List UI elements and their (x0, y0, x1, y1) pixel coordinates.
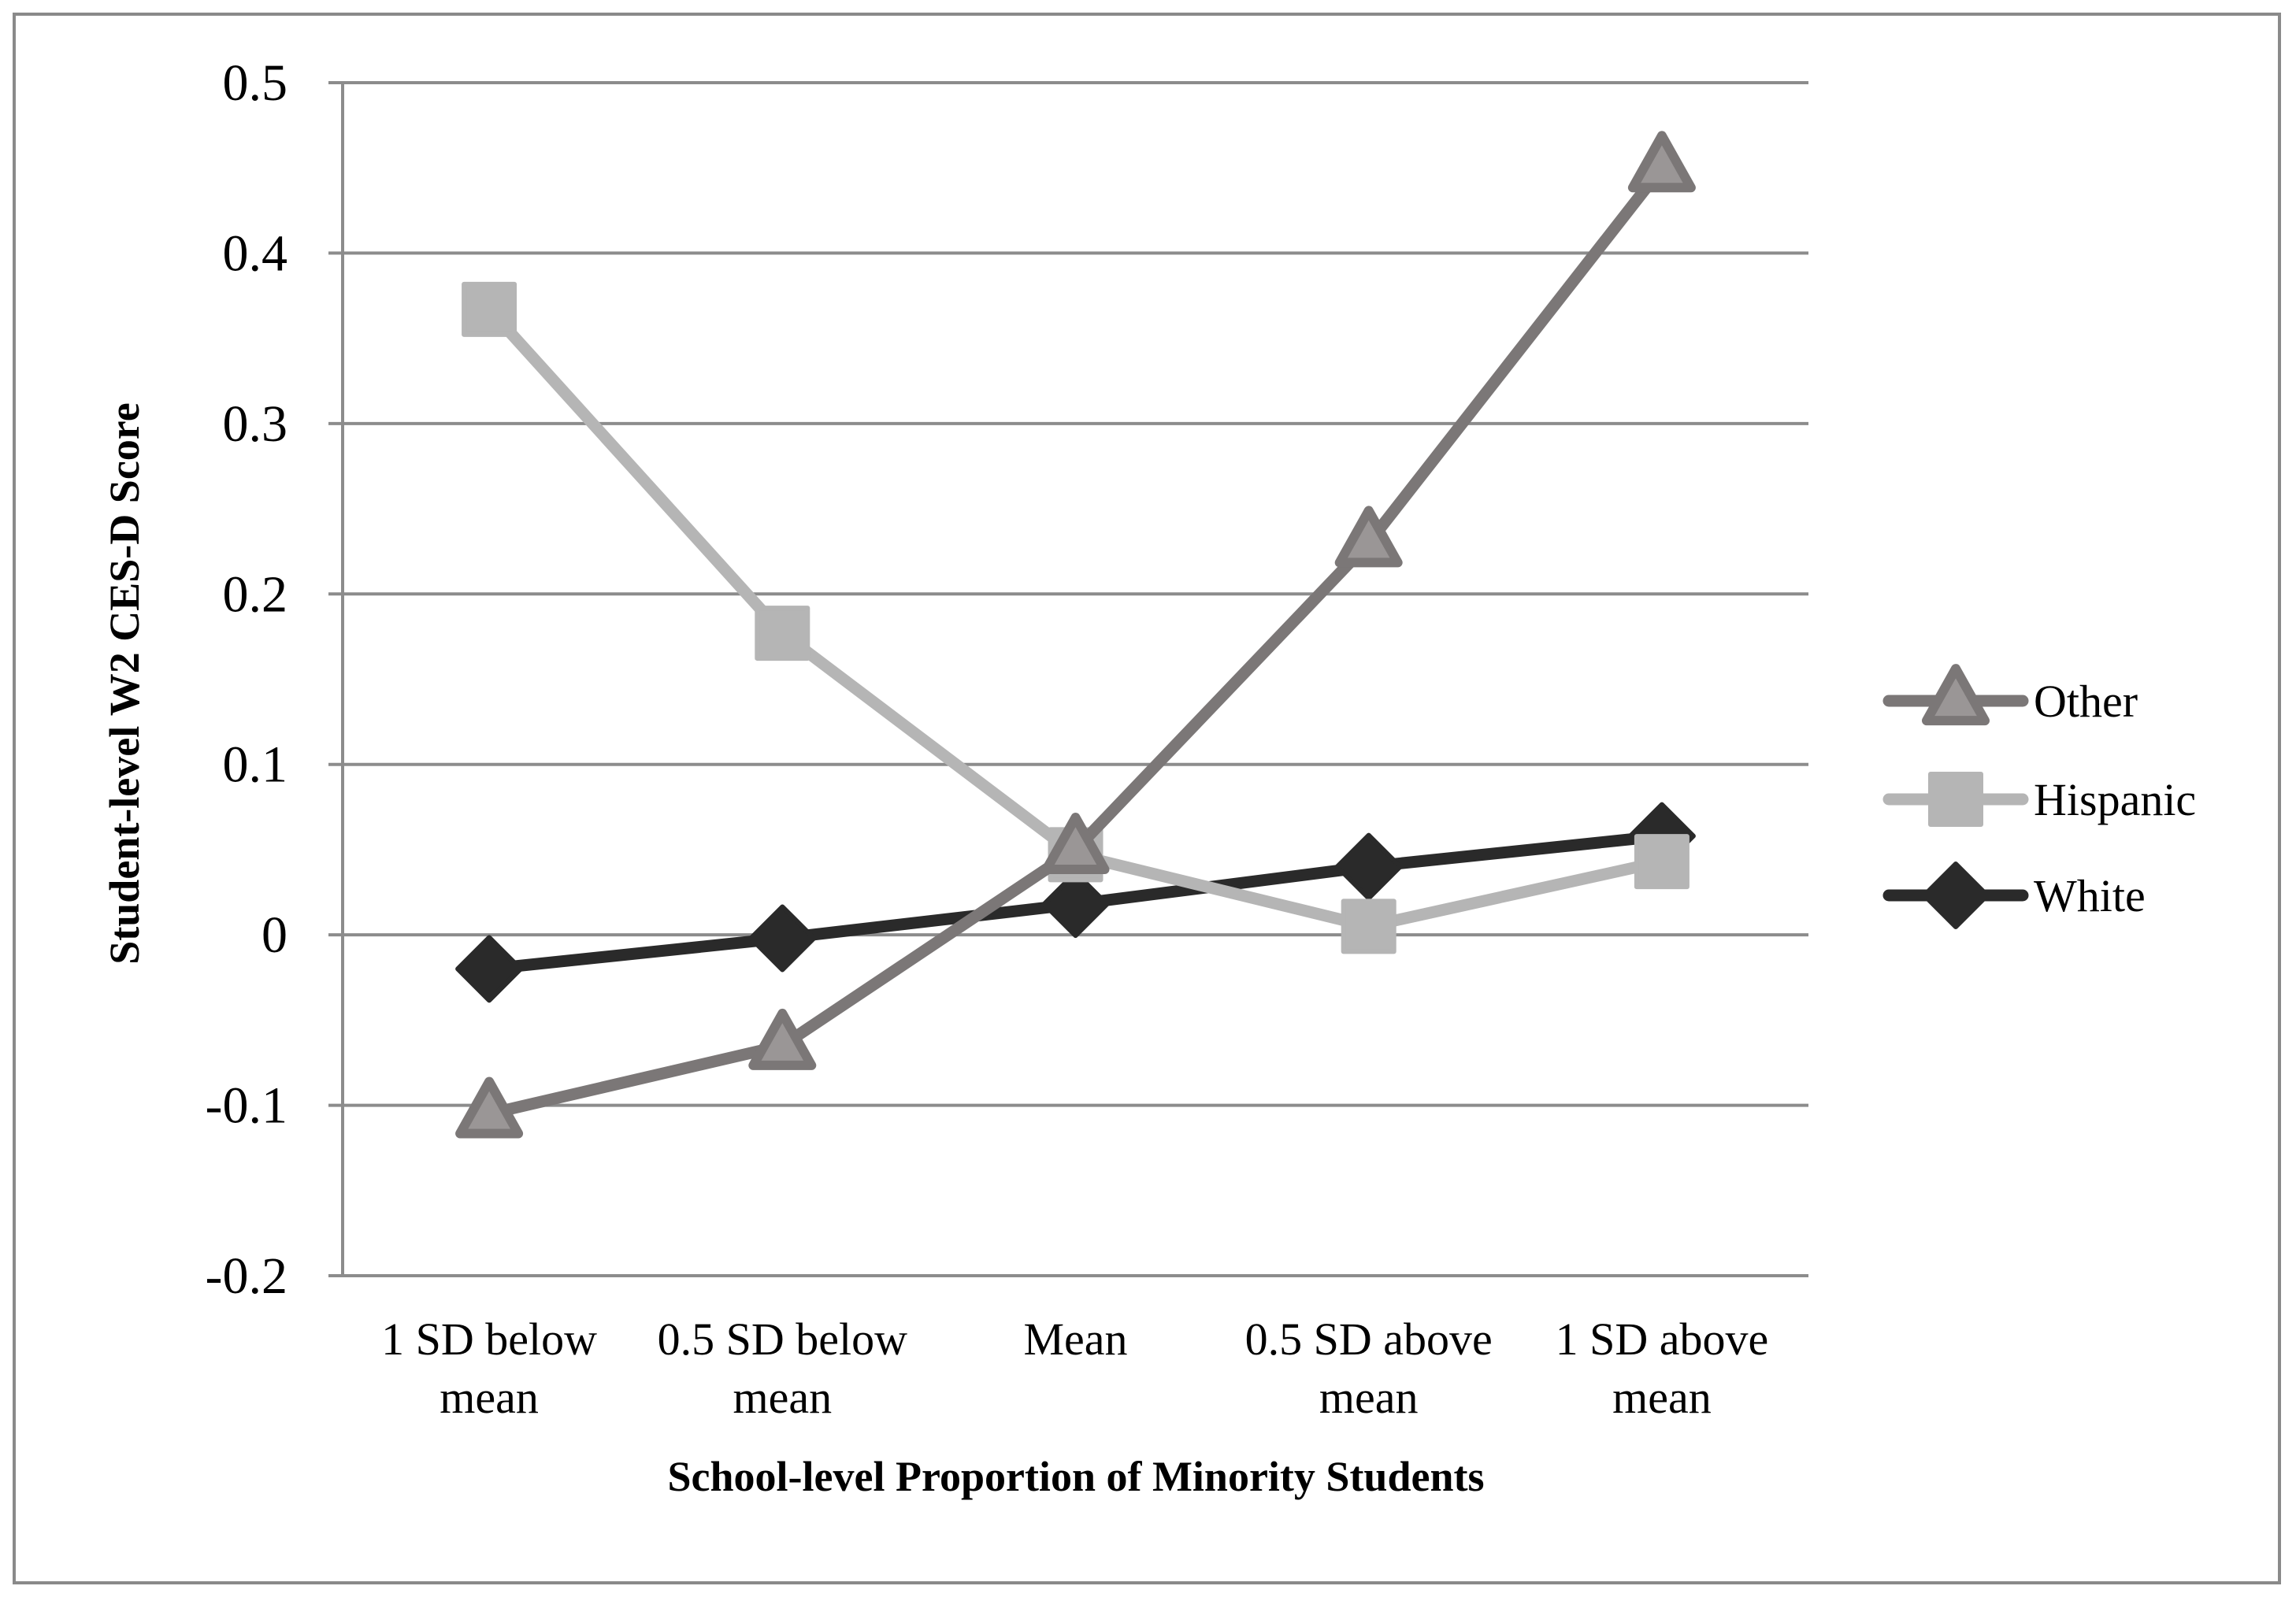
data-point-white (1334, 832, 1403, 901)
legend-swatch-marker (1922, 664, 1990, 726)
y-tick-label: -0.1 (206, 1077, 287, 1135)
data-point-other (1041, 813, 1110, 875)
y-tick-label: 0.3 (223, 395, 288, 453)
legend: Other Hispanic White (1882, 664, 2196, 929)
y-tick-label: 0.1 (223, 736, 288, 794)
legend-item-other: Other (1882, 664, 2138, 727)
x-tick-label: 1 SD above mean (1556, 1314, 1769, 1423)
legend-item-hispanic: Hispanic (1882, 772, 2196, 827)
x-axis-label: School-level Proportion of Minority Stud… (668, 1453, 1485, 1500)
y-axis-label: Student-level W2 CES-D Score (101, 402, 148, 965)
legend-label: Other (2034, 676, 2138, 727)
y-tick-label: -0.2 (206, 1247, 287, 1305)
y-tick-label: 0.2 (223, 565, 288, 623)
legend-item-white: White (1882, 861, 2146, 929)
x-tick-label: 1 SD below mean (381, 1314, 597, 1423)
y-tick-label: 0.4 (223, 224, 288, 282)
data-point-other (748, 1008, 817, 1070)
series (455, 131, 1696, 1139)
data-point-white (455, 935, 524, 1003)
y-tick-label: 0 (261, 906, 287, 964)
x-tick-labels: 1 SD below mean 0.5 SD below mean Mean 0.5 SD… (381, 1314, 1768, 1423)
series-line-other (483, 161, 1668, 1120)
x-tick-label: 0.5 SD below mean (658, 1314, 908, 1423)
data-point-hispanic (1341, 899, 1397, 954)
data-point-hispanic (462, 281, 517, 337)
legend-label: White (2034, 870, 2146, 921)
series-other (455, 131, 1696, 1139)
data-point-other (455, 1076, 524, 1139)
y-tick-label: 0.5 (223, 54, 288, 112)
data-point-white (748, 904, 817, 973)
y-tick-labels: 0.5 0.4 0.3 0.2 0.1 0 -0.1 -0.2 (206, 54, 287, 1305)
x-tick-label: Mean (1023, 1314, 1127, 1365)
legend-swatch-marker (1928, 772, 1983, 827)
data-point-other (1627, 131, 1696, 193)
legend-label: Hispanic (2034, 774, 2196, 825)
axes (328, 81, 344, 1277)
data-point-hispanic (755, 606, 810, 661)
x-tick-label: 0.5 SD above mean (1245, 1314, 1493, 1423)
data-point-other (1334, 506, 1403, 568)
legend-swatch-marker (1922, 861, 1990, 929)
data-point-hispanic (1634, 834, 1690, 890)
data-point-white (1041, 870, 1110, 939)
